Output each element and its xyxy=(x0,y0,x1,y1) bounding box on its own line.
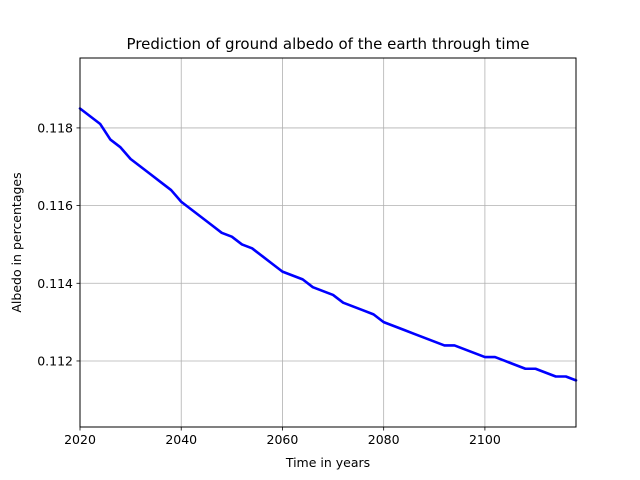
x-tick-label: 2040 xyxy=(165,432,197,447)
grid xyxy=(79,58,576,427)
plot-frame xyxy=(79,57,577,428)
x-tick-label: 2020 xyxy=(64,432,96,447)
x-tick-label: 2080 xyxy=(368,432,400,447)
axis-ticks: 2020 2040 2060 2080 2100 0.112 0.114 0.116 0.118 xyxy=(37,120,501,447)
chart-title: Prediction of ground albedo of the earth… xyxy=(127,35,530,53)
y-axis-label: Albedo in percentages xyxy=(9,172,24,312)
series-layer xyxy=(78,107,578,382)
x-tick-label: 2100 xyxy=(469,432,501,447)
x-axis-label: Time in years xyxy=(285,455,370,470)
y-tick-label: 0.116 xyxy=(37,198,73,213)
y-tick-label: 0.114 xyxy=(37,276,73,291)
series-line-0 xyxy=(78,107,578,382)
x-tick-label: 2060 xyxy=(267,432,299,447)
y-tick-label: 0.118 xyxy=(37,120,73,135)
y-tick-label: 0.112 xyxy=(37,353,73,368)
